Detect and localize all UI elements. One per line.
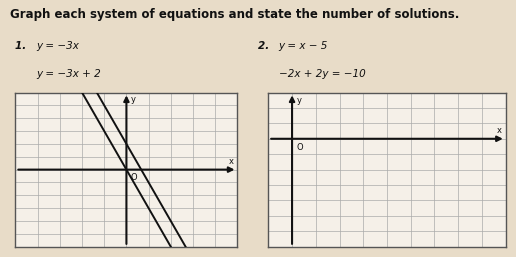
Text: y: y <box>131 95 136 104</box>
Text: x: x <box>229 157 234 167</box>
Text: 1.: 1. <box>15 41 30 51</box>
Text: 2.: 2. <box>258 41 273 51</box>
Text: Graph each system of equations and state the number of solutions.: Graph each system of equations and state… <box>10 8 460 21</box>
Text: O: O <box>131 173 137 182</box>
Text: y = x − 5: y = x − 5 <box>279 41 328 51</box>
Text: −2x + 2y = −10: −2x + 2y = −10 <box>279 69 365 79</box>
Text: y = −3x + 2: y = −3x + 2 <box>36 69 101 79</box>
Text: y: y <box>297 96 302 105</box>
Text: y = −3x: y = −3x <box>36 41 79 51</box>
Text: O: O <box>297 143 303 152</box>
Text: x: x <box>497 126 502 135</box>
